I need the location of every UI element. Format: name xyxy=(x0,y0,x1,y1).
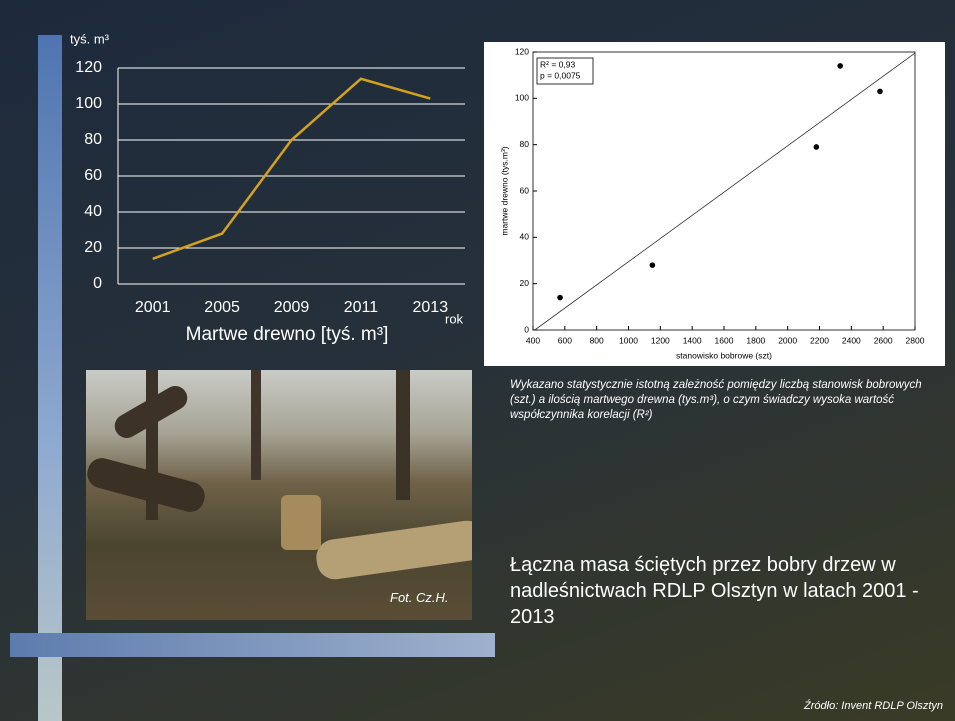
y-tick-label: 20 xyxy=(84,239,102,256)
x-tick-label: 1800 xyxy=(746,335,765,345)
photo-credit: Fot. Cz.H. xyxy=(390,590,449,605)
x-tick-label: 2011 xyxy=(344,299,379,316)
x-tick-label: 2013 xyxy=(413,299,449,316)
x-tick-label: 2200 xyxy=(810,335,829,345)
x-tick-label: 400 xyxy=(526,335,540,345)
y-tick-label: 20 xyxy=(520,278,530,288)
data-line xyxy=(152,77,431,260)
trunk xyxy=(251,370,261,480)
x-tick-label: 2009 xyxy=(274,299,310,316)
x-tick-label: 2600 xyxy=(874,335,893,345)
caption: Wykazano statystycznie istotną zależność… xyxy=(510,379,922,421)
x-tick-label: 800 xyxy=(590,335,604,345)
photo xyxy=(86,370,472,620)
scatter-panel xyxy=(484,42,945,366)
x-tick-label: 2800 xyxy=(906,335,925,345)
y-tick-label: 100 xyxy=(515,93,529,103)
left-bar xyxy=(38,35,62,721)
y-tick-label: 80 xyxy=(84,131,102,148)
x-tick-label: 2005 xyxy=(204,299,240,316)
point xyxy=(837,63,843,69)
x-tick-label: 1200 xyxy=(651,335,670,345)
y-axis-label: martwe drewno (tys.m³) xyxy=(499,146,509,235)
x-axis-label: stanowisko bobrowe (szt) xyxy=(676,350,772,360)
y-tick-label: 120 xyxy=(515,46,529,56)
point xyxy=(813,144,820,150)
source: Źródło: Invent RDLP Olsztyn xyxy=(804,700,943,712)
annotation: p = 0,0075 xyxy=(540,70,581,80)
fit-line xyxy=(534,52,916,331)
point xyxy=(877,88,883,95)
y-tick-label: 100 xyxy=(75,95,102,112)
trunk xyxy=(396,370,410,500)
plot-frame xyxy=(532,51,916,331)
y-tick-label: 40 xyxy=(84,203,102,220)
x-tick-label: 2001 xyxy=(135,299,171,316)
x-tick-label: 600 xyxy=(558,335,572,345)
point xyxy=(649,262,656,268)
x-axis-label: rok xyxy=(445,311,464,326)
x-tick-label: 1400 xyxy=(683,335,702,345)
x-tick-label: 2000 xyxy=(778,335,797,345)
heading: Łączna masa ściętych przez bobry drzew w… xyxy=(510,554,919,628)
annotation: R² = 0,93 xyxy=(540,59,575,69)
annotation-box xyxy=(536,57,594,85)
y-tick-label: 120 xyxy=(75,59,102,76)
y-tick-label: 80 xyxy=(520,139,530,149)
x-tick-label: 1600 xyxy=(715,335,734,345)
y-tick-label: 60 xyxy=(84,167,102,184)
y-tick-label: 60 xyxy=(520,185,530,195)
stump xyxy=(281,495,321,550)
bottom-bar xyxy=(10,633,495,657)
chart-title: Martwe drewno [tyś. m³] xyxy=(186,324,389,345)
y-tick-label: 0 xyxy=(524,324,529,334)
point xyxy=(557,294,563,301)
x-tick-label: 1000 xyxy=(619,335,638,345)
x-tick-label: 2400 xyxy=(842,335,861,345)
y-tick-label: 0 xyxy=(93,275,102,292)
y-unit-label: tyś. m³ xyxy=(70,31,110,46)
y-tick-label: 40 xyxy=(520,232,530,242)
